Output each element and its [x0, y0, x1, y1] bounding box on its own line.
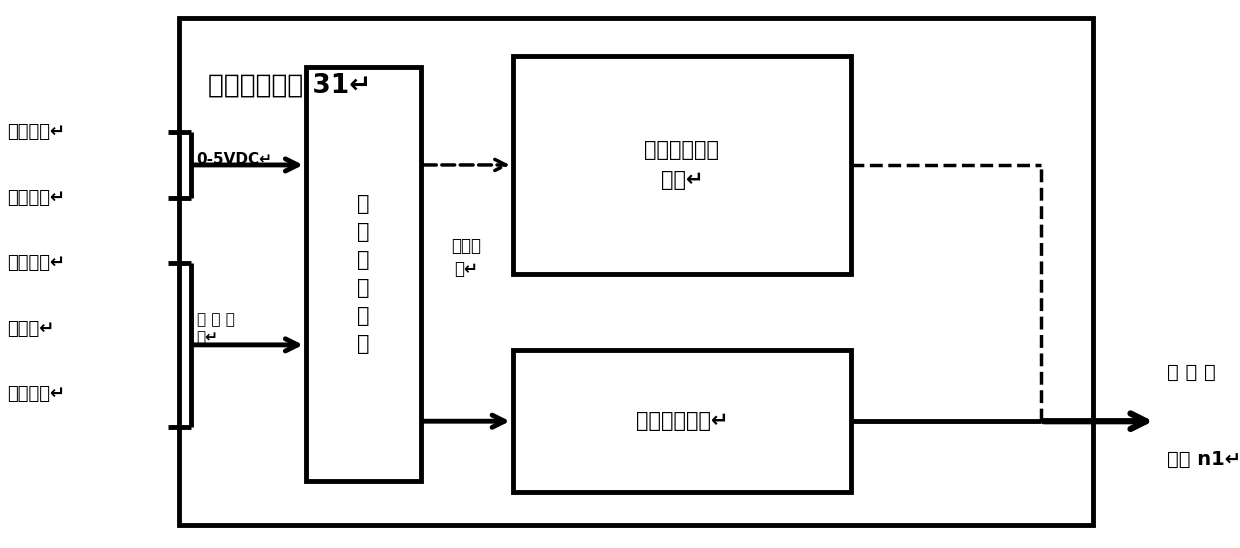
Bar [306, 67, 420, 481]
Text: 点火信号↵: 点火信号↵ [7, 189, 66, 207]
Bar [512, 56, 852, 274]
Text: 曲位信号↵: 曲位信号↵ [7, 123, 66, 141]
Text: 脉 冲 信
号↵: 脉 冲 信 号↵ [197, 312, 234, 345]
Text: 编码器↵: 编码器↵ [7, 319, 55, 338]
Text: 发 动 机: 发 动 机 [1167, 363, 1216, 381]
Text: 常规处理计算↵: 常规处理计算↵ [636, 411, 728, 431]
Text: 曲位缺齿处理
计算↵: 曲位缺齿处理 计算↵ [645, 140, 719, 190]
Text: 0-5VDC↵: 0-5VDC↵ [197, 152, 273, 167]
Text: 信号采集输入 31↵: 信号采集输入 31↵ [208, 72, 372, 98]
Text: 飞轮转速↵: 飞轮转速↵ [7, 254, 66, 272]
Bar [512, 350, 852, 492]
Text: 脉冲频
率↵: 脉冲频 率↵ [451, 237, 481, 278]
Text: 脉
冲
频
率
采
集: 脉 冲 频 率 采 集 [357, 194, 370, 354]
Text: 转速 n1↵: 转速 n1↵ [1167, 450, 1240, 469]
Text: 台架转速↵: 台架转速↵ [7, 385, 66, 403]
Bar [180, 18, 1092, 525]
